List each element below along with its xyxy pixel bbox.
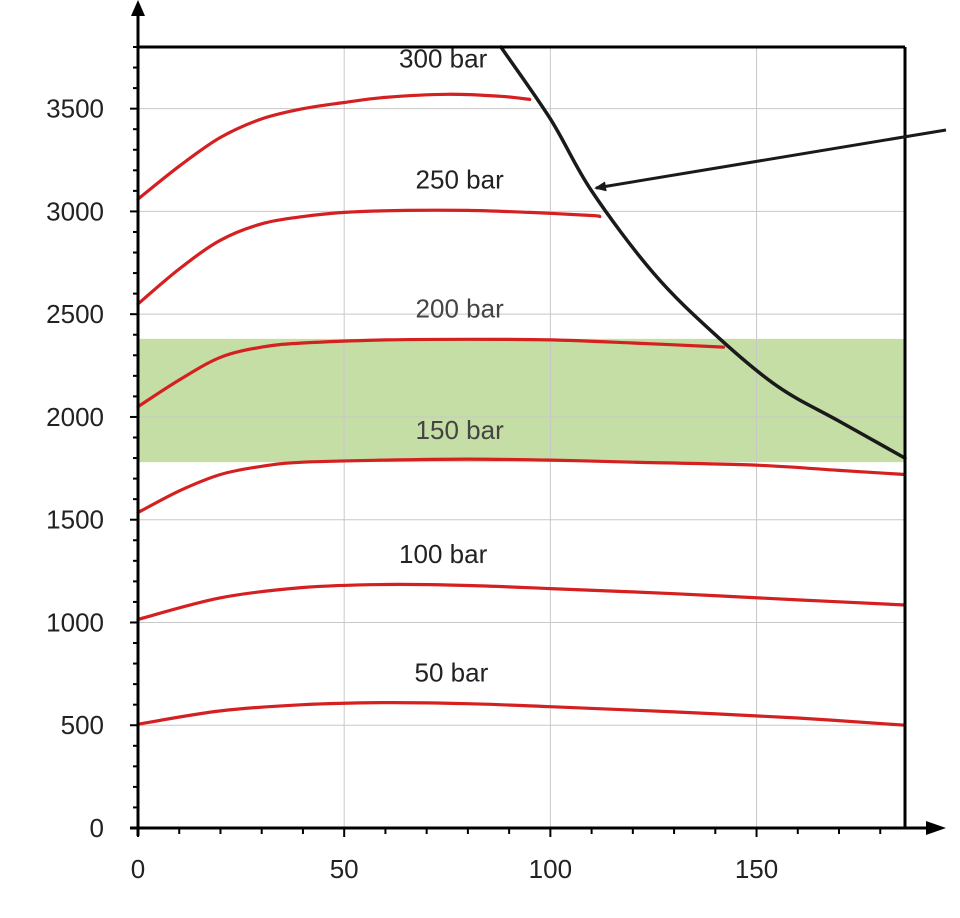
highlight-band-layer	[138, 338, 905, 463]
series-line-300-bar	[136, 92, 532, 201]
y-tick-label: 0	[90, 813, 104, 843]
annotation-layer	[594, 128, 947, 192]
axes-layer	[130, 0, 946, 837]
series-line-100-bar	[136, 582, 907, 621]
series-label-50-bar: 50 bar	[415, 657, 489, 687]
series-label-100-bar: 100 bar	[399, 539, 488, 569]
y-tick-label: 2500	[46, 299, 104, 329]
tick-label-layer: 0 500 1000 1500 2000 2500 3000 3500 0 50 100 150	[46, 94, 778, 884]
y-tick-label: 500	[61, 710, 104, 740]
series-line-150-bar	[136, 457, 907, 515]
y-tick-label: 3500	[46, 94, 104, 124]
x-axis-arrowhead	[926, 821, 946, 835]
x-tick-label: 150	[735, 854, 778, 884]
x-tick-label: 0	[131, 854, 145, 884]
y-tick-label: 3000	[46, 196, 104, 226]
series-line-50-bar	[136, 700, 907, 727]
highlight-band	[138, 338, 905, 463]
series-line-250-bar	[136, 208, 602, 306]
y-axis-arrowhead	[131, 0, 145, 16]
x-tick-label: 50	[330, 854, 359, 884]
series-line-200-bar	[136, 337, 726, 409]
series-label-300-bar: 300 bar	[399, 43, 488, 73]
annotation-arrow	[594, 128, 947, 192]
series-label-200-bar: 200 bar	[416, 293, 505, 323]
y-tick-label: 1500	[46, 505, 104, 535]
series-label-250-bar: 250 bar	[416, 164, 505, 194]
x-tick-label: 100	[529, 854, 572, 884]
series-label-150-bar: 150 bar	[416, 415, 505, 445]
series-label-layer: 300 bar 250 bar 200 bar 150 bar 100 bar 50 ba…	[399, 43, 504, 687]
series-layer	[136, 92, 907, 727]
y-tick-label: 1000	[46, 607, 104, 637]
y-tick-label: 2000	[46, 402, 104, 432]
boundary-curve-layer	[499, 45, 907, 460]
boundary-curve	[499, 45, 907, 460]
